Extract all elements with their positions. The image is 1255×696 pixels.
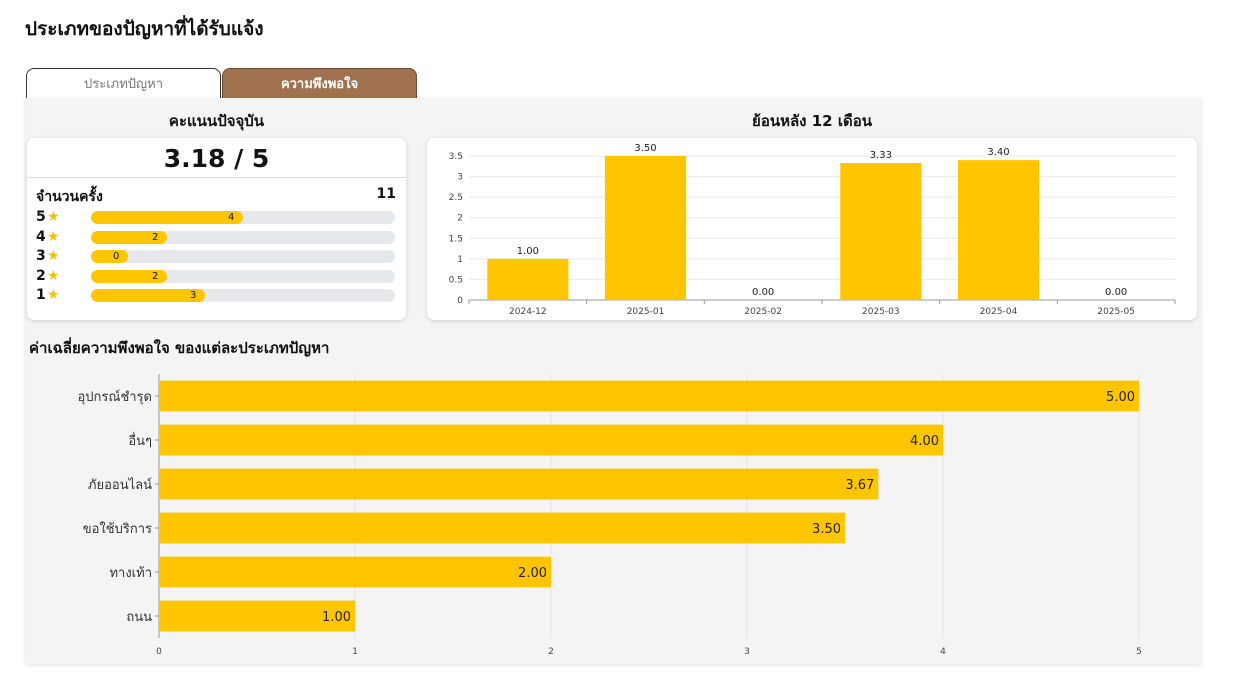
y-tick-label: 3 <box>457 173 463 183</box>
bar-value-label: 3.50 <box>812 522 841 537</box>
bar <box>159 512 845 544</box>
rating-track: 4 <box>91 211 395 224</box>
rating-row: 5 ★ 4 <box>36 209 396 225</box>
x-tick-label: 1 <box>352 647 358 657</box>
bar <box>159 380 1139 412</box>
star-icon: ★ <box>47 267 60 284</box>
rating-track: 2 <box>91 269 395 283</box>
rating-count: 3 <box>190 290 197 301</box>
tab-problem-type[interactable]: ประเภทปัญหา <box>26 68 221 99</box>
star-icon: ★ <box>47 209 60 225</box>
score-value: 3.18 / 5 <box>163 144 270 173</box>
y-tick-label: 1 <box>457 255 463 265</box>
star-icon: ★ <box>47 248 60 264</box>
history-chart-title: ย้อนหลัง 12 เดือน <box>752 112 872 130</box>
rating-row: 4 ★ 2 <box>36 229 396 245</box>
bar <box>159 556 551 588</box>
tab-bar: ประเภทปัญหา ความพึงพอใจ <box>26 68 418 99</box>
star-icon: ★ <box>47 228 60 245</box>
rating-track: 2 <box>91 230 395 244</box>
y-tick-label: 0 <box>457 296 463 306</box>
rating-count: 4 <box>228 212 235 223</box>
x-tick-label: 4 <box>940 647 946 657</box>
divider <box>27 177 406 178</box>
y-tick-label: 1.5 <box>449 234 463 244</box>
current-score-title: คะแนนปัจจุบัน <box>168 112 265 130</box>
y-tick-label: 2 <box>457 214 463 224</box>
bar <box>487 258 569 300</box>
bar-value-label: 3.40 <box>987 147 1009 158</box>
rating-track: 3 <box>91 289 395 302</box>
category-label: ขอใช้บริการ <box>83 521 152 537</box>
history-chart-card: 0 0.5 1 1.5 2 2.5 3 3.5 1.00 2024-12 3.50 2025-01 0.… <box>427 138 1197 320</box>
category-label: ภัยออนไลน์ <box>88 477 152 493</box>
bar-value-label: 2.00 <box>518 566 547 581</box>
category-label: อุปกรณ์ชำรุด <box>77 389 152 405</box>
bar-value-label: 0.00 <box>1105 287 1127 298</box>
satisfaction-panel: คะแนนปัจจุบัน ย้อนหลัง 12 เดือน 3.18 / 5… <box>25 98 1201 664</box>
x-tick-label: 2025-02 <box>744 307 782 317</box>
bar-value-label: 3.67 <box>845 478 874 493</box>
rating-stars-label: 4 <box>36 228 46 245</box>
rating-row: 2 ★ 2 <box>36 268 396 284</box>
bar-value-label: 0.00 <box>752 287 774 298</box>
y-tick-label: 3.5 <box>449 152 463 162</box>
category-label: ทางเท้า <box>109 566 152 581</box>
rating-count: 2 <box>152 231 159 243</box>
rating-fill <box>91 289 205 302</box>
bar <box>840 162 922 300</box>
bar-value-label: 3.50 <box>634 143 656 154</box>
x-tick-label: 0 <box>156 647 162 657</box>
tab-satisfaction[interactable]: ความพึงพอใจ <box>222 68 417 99</box>
x-tick-label: 2024-12 <box>509 307 547 317</box>
x-tick-label: 5 <box>1136 647 1142 657</box>
rating-stars-label: 3 <box>36 248 46 264</box>
count-value: 11 <box>376 186 396 202</box>
bar-value-label: 4.00 <box>910 434 939 449</box>
rating-count: 0 <box>113 251 120 262</box>
category-label: อื่นๆ <box>128 432 152 449</box>
page-title: ประเภทของปัญหาที่ได้รับแจ้ง <box>25 18 264 40</box>
rating-track: 0 <box>91 250 395 263</box>
x-tick-label: 2025-05 <box>1097 307 1135 317</box>
y-tick-label: 2.5 <box>449 193 463 203</box>
bar <box>159 600 355 632</box>
bar-value-label: 3.33 <box>870 150 892 161</box>
rating-count: 2 <box>152 270 159 282</box>
average-chart-title: ค่าเฉลี่ยความพึงพอใจ ของแต่ละประเภทปัญหา <box>29 339 330 357</box>
x-tick-label: 2025-04 <box>980 307 1018 317</box>
bar-value-label: 1.00 <box>322 610 351 625</box>
rating-fill <box>91 269 167 283</box>
bar <box>159 468 879 500</box>
current-score-card: 3.18 / 5 จำนวนครั้ง 11 5 ★ 4 4 ★ 2 3 ★ 0 2 ★ 2 1 ★ 3 <box>27 138 406 320</box>
rating-fill <box>91 230 167 244</box>
rating-stars-label: 1 <box>36 287 46 303</box>
rating-row: 1 ★ 3 <box>36 287 396 303</box>
bar-value-label: 1.00 <box>517 246 539 257</box>
bar-value-label: 5.00 <box>1106 390 1135 405</box>
x-tick-label: 2025-01 <box>627 307 665 317</box>
bar <box>604 156 687 300</box>
count-label: จำนวนครั้ง <box>36 189 103 205</box>
bar <box>159 424 943 456</box>
category-label: ถนน <box>126 610 152 625</box>
rating-row: 3 ★ 0 <box>36 248 396 264</box>
rating-fill <box>91 211 243 224</box>
x-tick-label: 2025-03 <box>862 307 900 317</box>
history-chart: 0 0.5 1 1.5 2 2.5 3 3.5 1.00 2024-12 3.50 2025-01 0.… <box>449 143 1176 317</box>
star-icon: ★ <box>47 287 60 303</box>
rating-stars-label: 5 <box>36 209 46 225</box>
bar <box>957 160 1040 300</box>
rating-stars-label: 2 <box>36 267 46 284</box>
x-tick-label: 3 <box>744 647 750 657</box>
x-tick-label: 2 <box>548 647 554 657</box>
y-tick-label: 0.5 <box>449 275 463 285</box>
rating-fill <box>91 250 128 263</box>
